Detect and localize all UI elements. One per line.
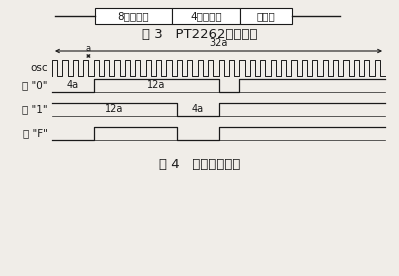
Text: 位 "0": 位 "0": [22, 81, 48, 91]
Text: 4a: 4a: [67, 81, 79, 91]
Bar: [240, 8, 292, 24]
Text: 8位地址码: 8位地址码: [118, 11, 149, 21]
Text: 12a: 12a: [105, 105, 124, 115]
Text: 位 "F": 位 "F": [23, 129, 48, 139]
Text: 4位数据码: 4位数据码: [190, 11, 222, 21]
Bar: [95, 8, 172, 24]
Text: 图 4   数据编码时序: 图 4 数据编码时序: [159, 158, 241, 171]
Bar: [172, 8, 240, 24]
Text: 4a: 4a: [192, 105, 204, 115]
Text: 12a: 12a: [147, 81, 165, 91]
Text: a: a: [86, 44, 91, 53]
Text: 图 3   PT2262编码信号: 图 3 PT2262编码信号: [142, 28, 258, 41]
Text: 位 "1": 位 "1": [22, 105, 48, 115]
Text: osc: osc: [30, 63, 48, 73]
Text: 32a: 32a: [209, 38, 228, 48]
Text: 同步码: 同步码: [257, 11, 275, 21]
